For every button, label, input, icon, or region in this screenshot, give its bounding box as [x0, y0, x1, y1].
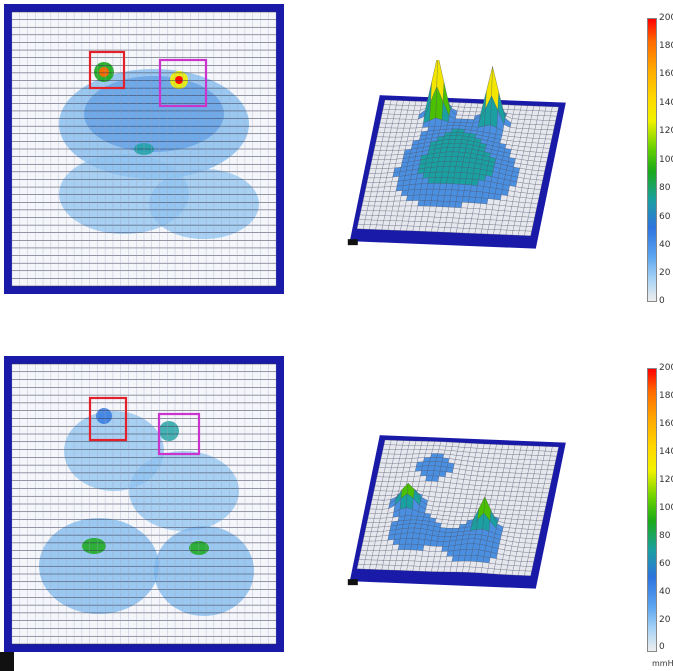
top-tick-160: 160	[659, 69, 673, 79]
bottom-tick-100: 100	[659, 503, 673, 513]
bottom-tick-20: 20	[659, 615, 671, 625]
bottom-tick-180: 180	[659, 391, 673, 401]
roi-box	[157, 412, 201, 456]
bottom-colorbar	[647, 368, 657, 652]
top-tick-180: 180	[659, 41, 673, 51]
top-colorbar	[647, 18, 657, 302]
bottom-tick-60: 60	[659, 559, 671, 569]
top-tick-60: 60	[659, 212, 671, 222]
top-pressure-surface-3d[interactable]	[340, 60, 570, 260]
bottom-tick-40: 40	[659, 587, 671, 597]
top-tick-100: 100	[659, 155, 673, 165]
roi-box	[88, 396, 128, 442]
bottom-map-handle	[0, 652, 14, 671]
bottom-tick-0: 0	[659, 642, 665, 652]
roi-box	[88, 50, 126, 90]
bottom-tick-160: 160	[659, 419, 673, 429]
bottom-tick-140: 140	[659, 447, 673, 457]
bottom-tick-80: 80	[659, 531, 671, 541]
top-tick-40: 40	[659, 240, 671, 250]
top-map-grid	[11, 11, 277, 287]
top-tick-200: 200	[659, 13, 673, 23]
bottom-tick-120: 120	[659, 475, 673, 485]
roi-box	[158, 58, 208, 108]
top-tick-0: 0	[659, 296, 665, 306]
top-pressure-map-2d[interactable]	[4, 4, 284, 294]
bottom-map-grid	[11, 363, 277, 645]
top-tick-140: 140	[659, 98, 673, 108]
top-tick-80: 80	[659, 183, 671, 193]
unit-label: mmHg	[652, 659, 673, 668]
top-tick-20: 20	[659, 268, 671, 278]
bottom-pressure-map-2d[interactable]	[4, 356, 284, 652]
bottom-pressure-surface-3d[interactable]	[340, 400, 570, 610]
bottom-tick-200: 200	[659, 363, 673, 373]
top-tick-120: 120	[659, 126, 673, 136]
